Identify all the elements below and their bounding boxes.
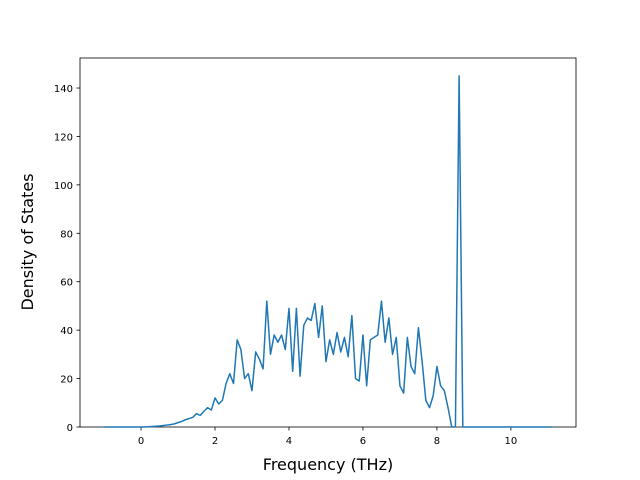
y-tick-label: 120 [54,132,73,143]
line-series [104,75,552,428]
x-tick-label: 10 [505,436,518,447]
x-tick-label: 2 [212,436,218,447]
y-tick-label: 20 [60,375,73,386]
y-tick-label: 140 [54,84,73,95]
x-tick-label: 4 [286,436,292,447]
y-tick-label: 40 [60,326,73,337]
x-axis-label: Frequency (THz) [263,455,393,474]
x-tick-label: 8 [434,436,440,447]
x-tick-label: 6 [360,436,366,447]
y-tick-label: 80 [60,229,73,240]
y-axis-label: Density of States [18,173,37,310]
x-tick-label: 0 [138,436,144,447]
y-tick-label: 0 [67,423,73,434]
y-tick-label: 60 [60,278,73,289]
plot-frame [79,57,577,428]
y-tick-label: 100 [54,181,73,192]
